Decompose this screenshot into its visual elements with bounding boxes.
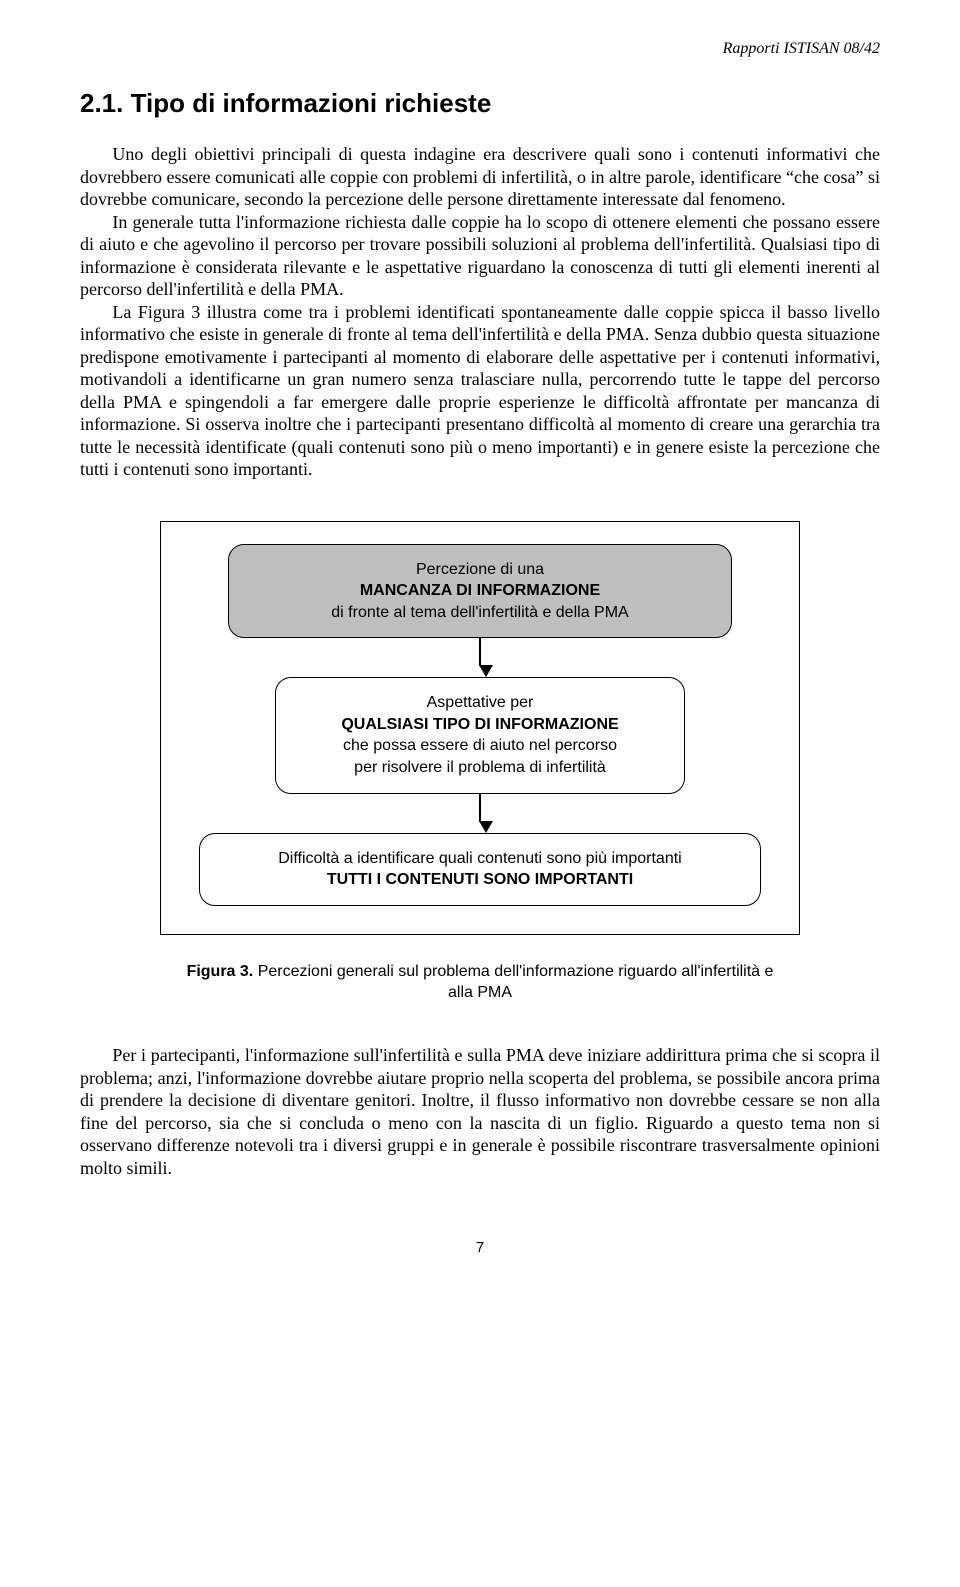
body-text-block-1: Uno degli obiettivi principali di questa… xyxy=(80,143,880,481)
paragraph-2: In generale tutta l'informazione richies… xyxy=(80,211,880,301)
node2-line2: QUALSIASI TIPO DI INFORMAZIONE xyxy=(294,714,666,736)
paragraph-4: Per i partecipanti, l'informazione sull'… xyxy=(80,1044,880,1179)
figure-3-caption: Figura 3. Percezioni generali sul proble… xyxy=(180,961,780,1004)
node3-line1: Difficoltà a identificare quali contenut… xyxy=(218,848,743,870)
node2-line1: Aspettative per xyxy=(294,692,666,714)
section-heading: 2.1. Tipo di informazioni richieste xyxy=(80,88,880,119)
paragraph-1: Uno degli obiettivi principali di questa… xyxy=(80,143,880,211)
node3-line2: TUTTI I CONTENUTI SONO IMPORTANTI xyxy=(218,869,743,891)
node1-line2: MANCANZA DI INFORMAZIONE xyxy=(247,580,713,602)
diagram-node-2: Aspettative per QUALSIASI TIPO DI INFORM… xyxy=(275,677,685,793)
arrow-1 xyxy=(479,638,481,677)
node2-line3: che possa essere di aiuto nel percorso xyxy=(294,735,666,757)
diagram-node-3: Difficoltà a identificare quali contenut… xyxy=(199,833,762,906)
node1-line3: di fronte al tema dell'infertilità e del… xyxy=(247,602,713,624)
node2-line4: per risolvere il problema di infertilità xyxy=(294,757,666,779)
figure-label: Figura 3. xyxy=(187,963,254,980)
arrow-2 xyxy=(479,794,481,833)
figure-caption-text: Percezioni generali sul problema dell'in… xyxy=(258,963,774,1002)
running-head: Rapporti ISTISAN 08/42 xyxy=(80,40,880,58)
section-title-text: Tipo di informazioni richieste xyxy=(131,88,492,118)
node1-line1: Percezione di una xyxy=(247,559,713,581)
body-text-block-2: Per i partecipanti, l'informazione sull'… xyxy=(80,1044,880,1179)
figure-3-diagram: Percezione di una MANCANZA DI INFORMAZIO… xyxy=(160,521,800,935)
page-number: 7 xyxy=(80,1239,880,1256)
paragraph-3: La Figura 3 illustra come tra i problemi… xyxy=(80,301,880,481)
section-number: 2.1. xyxy=(80,88,123,118)
diagram-node-1: Percezione di una MANCANZA DI INFORMAZIO… xyxy=(228,544,732,639)
